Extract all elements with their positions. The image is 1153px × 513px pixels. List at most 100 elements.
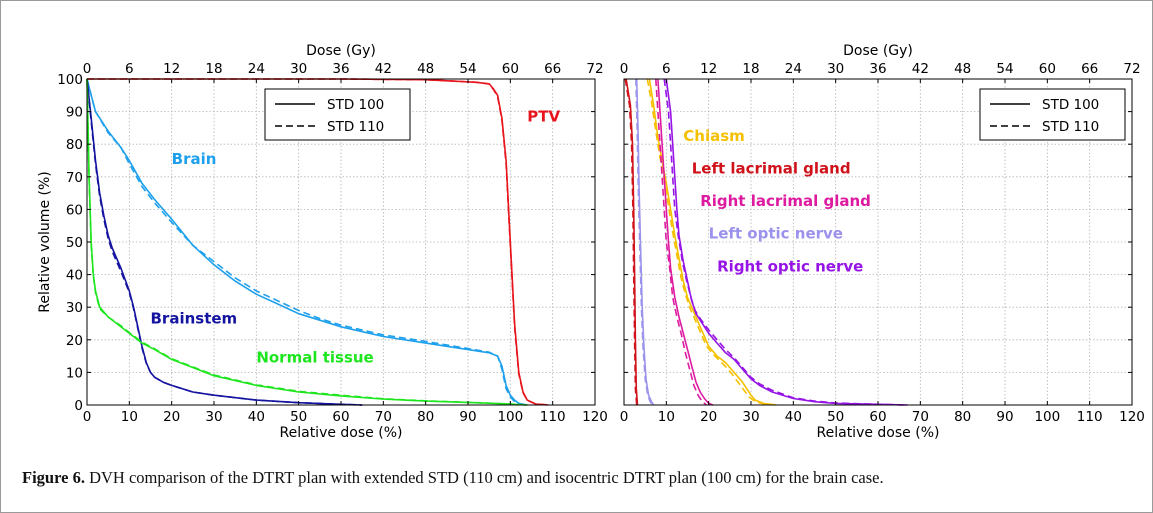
x2-tick-label: 30	[827, 61, 844, 77]
series-label-brainstem: Brainstem	[151, 310, 238, 328]
x-tick-label: 20	[163, 409, 180, 425]
series-line-left-lacrimal-gland-std100	[625, 78, 639, 406]
x-tick-label: 120	[1119, 409, 1145, 425]
x2-tick-label: 72	[1123, 61, 1140, 77]
x-tick-label: 100	[497, 409, 523, 425]
x-tick-label: 0	[83, 409, 92, 425]
series-line-normal-tissue-std110	[86, 78, 528, 406]
y-axis	[624, 78, 1132, 406]
legend-label-std-100: STD 100	[1042, 97, 1099, 113]
series-labels: PTV Brain Brainstem Normal tissue	[151, 107, 561, 366]
caption-text: DVH comparison of the DTRT plan with ext…	[84, 468, 884, 487]
x2-tick-label: 66	[1081, 61, 1098, 77]
legend-box	[979, 88, 1126, 141]
y-tick-label: 60	[66, 202, 83, 218]
x2-tick-label: 6	[125, 61, 134, 77]
x-tick-label: 100	[1034, 409, 1060, 425]
x-tick-label: 60	[869, 409, 886, 425]
x-axis: 0 10 20 30 40 50 60 70 80 90 100 110 120 Relative dos…	[620, 79, 1145, 441]
series-line-brainstem-std110	[86, 78, 363, 406]
x-tick-label: 20	[700, 409, 717, 425]
x2-axis-label: Dose (Gy)	[843, 43, 913, 59]
legend: STD 100 STD 110	[264, 88, 411, 141]
x-axis-label: Relative dose (%)	[817, 425, 940, 441]
caption-label: Figure 6.	[22, 468, 85, 487]
series-line-left-lacrimal-gland-std110	[624, 78, 638, 406]
legend-label-std-100: STD 100	[327, 97, 384, 113]
y-tick-label: 10	[66, 365, 83, 381]
y-tick-label: 0	[74, 398, 83, 414]
x-tick-label: 90	[459, 409, 476, 425]
legend-label-std-110: STD 110	[1042, 119, 1099, 135]
y-tick-label: 70	[66, 170, 83, 186]
x2-tick-label: 36	[332, 61, 349, 77]
series-line-brain-std110	[86, 78, 524, 406]
x2-tick-label: 36	[869, 61, 886, 77]
x2-tick-label: 48	[954, 61, 971, 77]
grid	[624, 79, 1132, 405]
x-tick-label: 50	[290, 409, 307, 425]
x2-tick-label: 18	[205, 61, 222, 77]
series-group	[624, 78, 908, 406]
x-tick-label: 110	[1077, 409, 1103, 425]
x2-axis-label: Dose (Gy)	[306, 43, 376, 59]
y-tick-label: 30	[66, 300, 83, 316]
series-label-left-lacrimal-gland: Left lacrimal gland	[692, 160, 851, 178]
x-tick-label: 110	[540, 409, 566, 425]
x2-tick-label: 60	[502, 61, 519, 77]
x2-tick-label: 42	[912, 61, 929, 77]
figure-caption: Figure 6. DVH comparison of the DTRT pla…	[22, 468, 1142, 488]
series-line-right-lacrimal-gland-std110	[655, 78, 707, 406]
x2-axis: 0 6 12 18 24 30 36 42 48 54 60 66 72 Dose (Gy)	[83, 43, 604, 77]
grid	[87, 79, 595, 405]
x-tick-label: 70	[375, 409, 392, 425]
series-label-brain: Brain	[172, 150, 217, 168]
series-label-normal-tissue: Normal tissue	[256, 349, 373, 367]
x-tick-label: 10	[121, 409, 138, 425]
x2-tick-label: 0	[620, 61, 629, 77]
x-tick-label: 60	[332, 409, 349, 425]
series-line-right-optic-nerve-std100	[665, 78, 908, 406]
series-line-right-optic-nerve-std110	[663, 78, 904, 406]
x-tick-label: 80	[954, 409, 971, 425]
x2-tick-label: 54	[996, 61, 1013, 77]
x-axis: 0 10 20 30 40 50 60 70 80 90 100 110 120 Relative dos…	[83, 79, 608, 441]
x-tick-label: 40	[248, 409, 265, 425]
y-tick-label: 50	[66, 235, 83, 251]
x2-tick-label: 60	[1039, 61, 1056, 77]
series-line-left-optic-nerve-std110	[635, 78, 654, 406]
x2-tick-label: 54	[459, 61, 476, 77]
x2-tick-label: 42	[375, 61, 392, 77]
legend-label-std-110: STD 110	[327, 119, 384, 135]
x-tick-label: 120	[582, 409, 608, 425]
x2-tick-label: 72	[586, 61, 603, 77]
series-line-right-lacrimal-gland-std100	[657, 78, 714, 406]
x-tick-label: 10	[658, 409, 675, 425]
series-label-right-lacrimal-gland: Right lacrimal gland	[700, 192, 871, 210]
y-tick-label: 100	[57, 72, 83, 88]
y-tick-label: 90	[66, 105, 83, 121]
x2-tick-label: 24	[248, 61, 265, 77]
series-label-right-optic-nerve: Right optic nerve	[717, 257, 863, 275]
series-labels: Chiasm Left lacrimal gland Right lacrimal …	[683, 127, 871, 275]
x2-tick-label: 18	[742, 61, 759, 77]
x2-tick-label: 12	[163, 61, 180, 77]
x2-tick-label: 66	[544, 61, 561, 77]
series-label-chiasm: Chiasm	[683, 127, 745, 145]
x-axis-label: Relative dose (%)	[280, 425, 403, 441]
x2-tick-label: 0	[83, 61, 92, 77]
x2-tick-label: 48	[417, 61, 434, 77]
series-group	[86, 78, 549, 406]
legend: STD 100 STD 110	[979, 88, 1126, 141]
x2-tick-label: 6	[662, 61, 671, 77]
x-tick-label: 0	[620, 409, 629, 425]
x2-tick-label: 12	[700, 61, 717, 77]
y-tick-label: 80	[66, 137, 83, 153]
series-label-ptv: PTV	[527, 107, 560, 125]
series-line-ptv-std110	[87, 78, 549, 406]
y-axis: 0 10 20 30 40 50 60 70 80 90 100 Relative volume (%…	[37, 72, 595, 414]
